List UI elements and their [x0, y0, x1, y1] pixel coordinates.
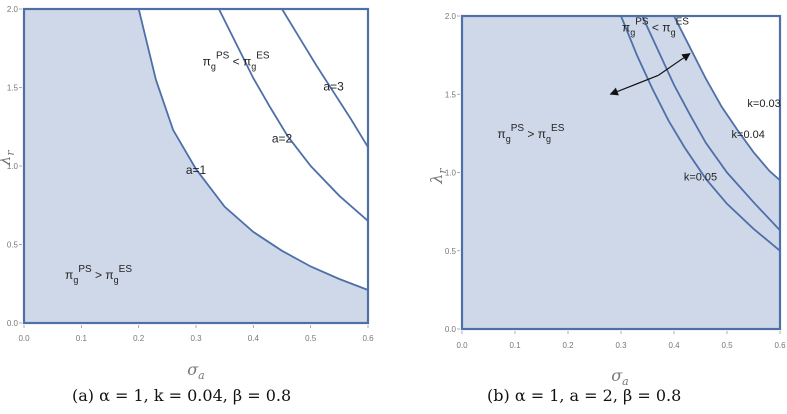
ann-sup: PS	[216, 51, 230, 62]
curve-label-k=0.03: k=0.03	[747, 98, 780, 110]
caption-a: (a) α = 1, k = 0.04, β = 0.8	[72, 386, 292, 405]
ann-sup: PS	[78, 264, 92, 275]
curve-label-a=1: a=1	[186, 163, 207, 177]
x-axis-label: σa	[611, 366, 628, 388]
series-line-k=0.05	[620, 16, 780, 252]
arrow-up	[657, 53, 691, 76]
y-axis-label-subscript: r	[4, 150, 17, 156]
x-tick-label: 0.4	[248, 334, 260, 343]
ann-sup: ES	[676, 17, 690, 28]
ann-sub: g	[630, 28, 635, 38]
x-tick-label: 0.6	[774, 341, 786, 350]
arrow-down	[609, 74, 659, 96]
y-axis-label-subscript: r	[436, 168, 449, 174]
x-tick-label: 0.3	[190, 334, 202, 343]
caption-b: (b) α = 1, a = 2, β = 0.8	[487, 386, 682, 405]
series-line-a=1	[137, 9, 368, 291]
plot-frame	[22, 7, 370, 325]
y-tick-label: 0.5	[7, 241, 19, 250]
ann-pi: π	[497, 127, 505, 141]
ann-sub: g	[546, 134, 551, 144]
y-tick-label: 0.0	[7, 319, 19, 328]
ann-sub: g	[114, 275, 119, 285]
y-tick-label: 1.0	[7, 162, 19, 171]
x-tick-label: 0.0	[18, 334, 30, 343]
ann-sub: g	[251, 62, 256, 72]
y-axis-label: λr	[427, 168, 449, 185]
ann-sub: g	[73, 275, 78, 285]
ann-pi: π	[243, 55, 251, 69]
series-line-a=3	[281, 9, 368, 148]
y-tick-label: 2.0	[7, 5, 19, 14]
ann-op: >	[92, 268, 106, 282]
y-tick-label: 1.5	[7, 84, 19, 93]
x-tick-label: 0.5	[305, 334, 317, 343]
ann-sup: PS	[511, 123, 525, 134]
ann-sup: ES	[256, 51, 270, 62]
y-axis-label: λr	[0, 150, 17, 167]
x-tick-label: 0.2	[133, 334, 145, 343]
x-tick-label: 0.5	[721, 341, 733, 350]
ann-op: >	[524, 127, 538, 141]
region-annotation: πgPS > πgES	[65, 264, 132, 285]
y-tick-label: 1.5	[445, 90, 457, 99]
x-tick-label: 0.3	[615, 341, 627, 350]
x-tick-label: 0.6	[362, 334, 374, 343]
chart-panel-a: 0.0 0.1 0.2 0.3 0.4 0.5 0.6 0.0 0.5 1.0 1.5 2.0 σa λr…	[0, 5, 374, 382]
series-line-k=0.04	[641, 16, 780, 232]
region-annotation: πgPS < πgES	[203, 51, 270, 72]
ann-sup: PS	[635, 17, 649, 28]
ann-pi: π	[203, 55, 211, 69]
ann-pi: π	[622, 21, 630, 35]
y-tick-label: 2.0	[445, 12, 457, 21]
ann-op: <	[229, 55, 243, 69]
y-tick-label: 0.0	[445, 325, 457, 334]
ann-sub: g	[506, 134, 511, 144]
y-tick-label: 0.5	[445, 247, 457, 256]
ann-sub: g	[671, 28, 676, 38]
shaded-region	[24, 9, 368, 323]
x-tick-label: 0.2	[562, 341, 574, 350]
x-tick-label: 0.4	[668, 341, 680, 350]
ann-pi: π	[662, 21, 670, 35]
x-axis-label: σa	[187, 360, 204, 382]
series-line-a=2	[218, 9, 368, 222]
x-axis-label-subscript: a	[622, 375, 629, 388]
ann-sup: ES	[551, 123, 565, 134]
x-tick-label: 0.1	[509, 341, 521, 350]
plot-frame	[460, 14, 782, 331]
curve-label-a=3: a=3	[323, 80, 344, 94]
shaded-region	[462, 16, 780, 329]
curve-label-k=0.05: k=0.05	[684, 171, 717, 183]
ann-pi: π	[105, 268, 113, 282]
plot-area	[24, 9, 368, 323]
curve-label-a=2: a=2	[272, 131, 293, 145]
plot-area	[462, 16, 780, 329]
ann-sup: ES	[119, 264, 133, 275]
ann-pi: π	[65, 268, 73, 282]
series-line-k=0.03	[673, 16, 780, 181]
x-tick-label: 0.0	[456, 341, 468, 350]
ann-op: <	[649, 21, 663, 35]
y-tick-label: 1.0	[445, 169, 457, 178]
x-tick-label: 0.1	[76, 334, 88, 343]
chart-panel-b: 0.0 0.1 0.2 0.3 0.4 0.5 0.6 0.0 0.5 1.0 1.5 2.0 σa λr…	[427, 12, 786, 388]
ann-sub: g	[211, 62, 216, 72]
ann-pi: π	[538, 127, 546, 141]
curve-label-k=0.04: k=0.04	[732, 129, 765, 141]
region-annotation: πgPS < πgES	[622, 17, 689, 38]
region-annotation: πgPS > πgES	[497, 123, 564, 144]
x-axis-label-subscript: a	[198, 369, 205, 382]
